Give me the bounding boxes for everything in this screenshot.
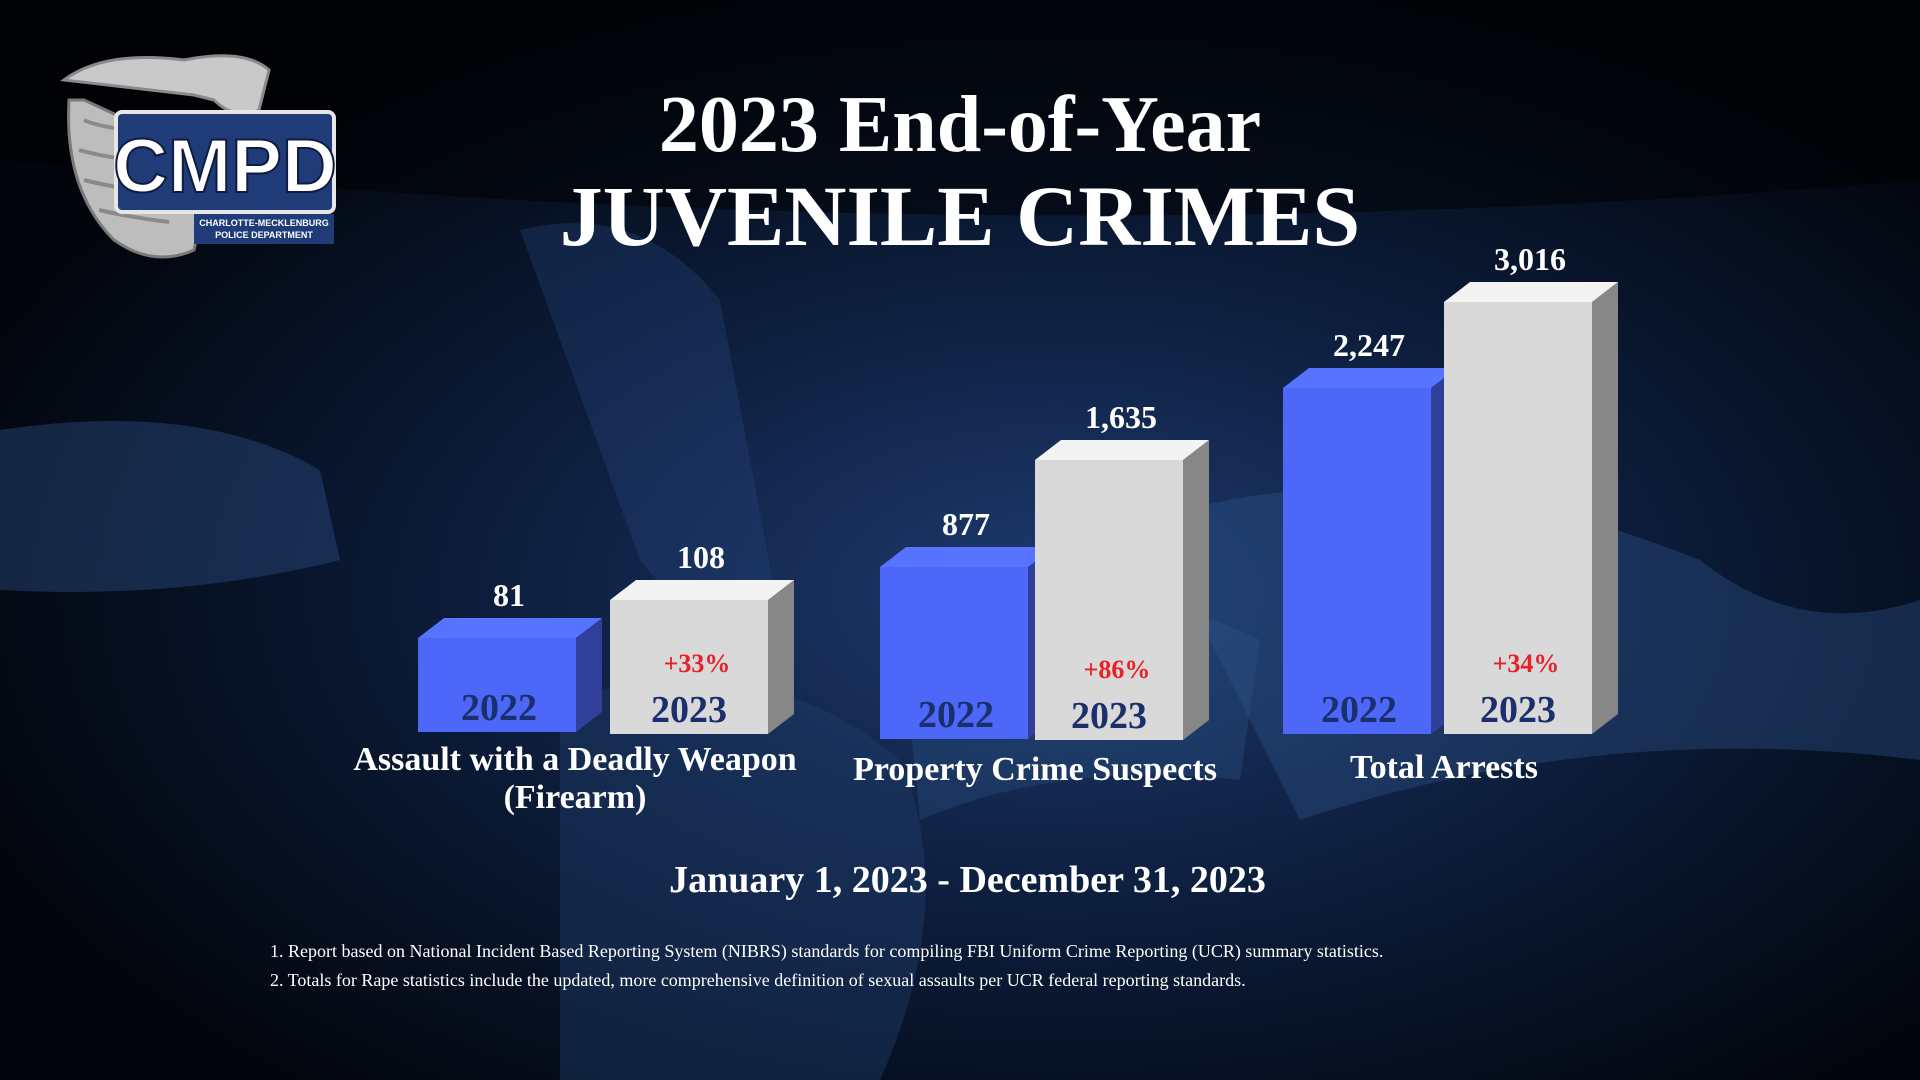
category-label-0-1: (Firearm) [504, 779, 647, 816]
value-label-2023-0: 108 [677, 539, 725, 575]
bar-2023-1-side [1183, 440, 1209, 740]
date-range: January 1, 2023 - December 31, 2023 [669, 859, 1266, 901]
bar-2023-0-top [610, 580, 794, 600]
year-label-2023-0: 2023 [651, 689, 727, 731]
value-label-2023-2: 3,016 [1494, 241, 1566, 277]
logo-wordmark: CMPD [113, 124, 337, 209]
bar-2022-2 [1283, 388, 1431, 734]
change-label-2: +34% [1493, 649, 1560, 678]
bar-2023-0 [610, 600, 768, 734]
logo-subtitle-line2: POLICE DEPARTMENT [215, 230, 313, 240]
year-label-2022-2: 2022 [1321, 689, 1397, 731]
bar-2023-2-top [1444, 282, 1618, 302]
bar-2022-2-top [1283, 368, 1457, 388]
bar-2023-2-side [1592, 282, 1618, 734]
value-label-2022-2: 2,247 [1333, 327, 1405, 363]
bar-2022-0-top [418, 618, 602, 638]
year-label-2022-0: 2022 [461, 687, 537, 729]
category-label-2-0: Total Arrests [1350, 749, 1538, 786]
value-label-2023-1: 1,635 [1085, 399, 1157, 435]
value-label-2022-0: 81 [493, 577, 525, 613]
bar-2022-1 [880, 567, 1028, 739]
page-title-line2: JUVENILE CRIMES [559, 168, 1361, 264]
footnote-2: 2. Totals for Rape statistics include th… [270, 970, 1246, 990]
bar-2023-1 [1035, 460, 1183, 740]
bar-2023-2 [1444, 302, 1592, 734]
bar-2022-0 [418, 638, 576, 732]
change-label-1: +86% [1084, 655, 1151, 684]
category-label-1-0: Property Crime Suspects [853, 751, 1217, 788]
footnote-1: 1. Report based on National Incident Bas… [270, 941, 1384, 961]
bar-2022-1-top [880, 547, 1054, 567]
page-title-line1: 2023 End-of-Year [658, 81, 1262, 169]
bar-2023-1-top [1035, 440, 1209, 460]
bar-2023-0-side [768, 580, 794, 734]
bar-2022-0-side [576, 618, 602, 732]
logo-subtitle-line1: CHARLOTTE-MECKLENBURG [199, 218, 329, 228]
year-label-2023-1: 2023 [1071, 695, 1147, 737]
category-label-0-0: Assault with a Deadly Weapon [353, 741, 796, 778]
change-label-0: +33% [664, 649, 731, 678]
year-label-2023-2: 2023 [1480, 689, 1556, 731]
year-label-2022-1: 2022 [918, 694, 994, 736]
cmpd-logo: CMPD CHARLOTTE-MECKLENBURG POLICE DEPART… [60, 54, 338, 259]
value-label-2022-1: 877 [942, 506, 990, 542]
